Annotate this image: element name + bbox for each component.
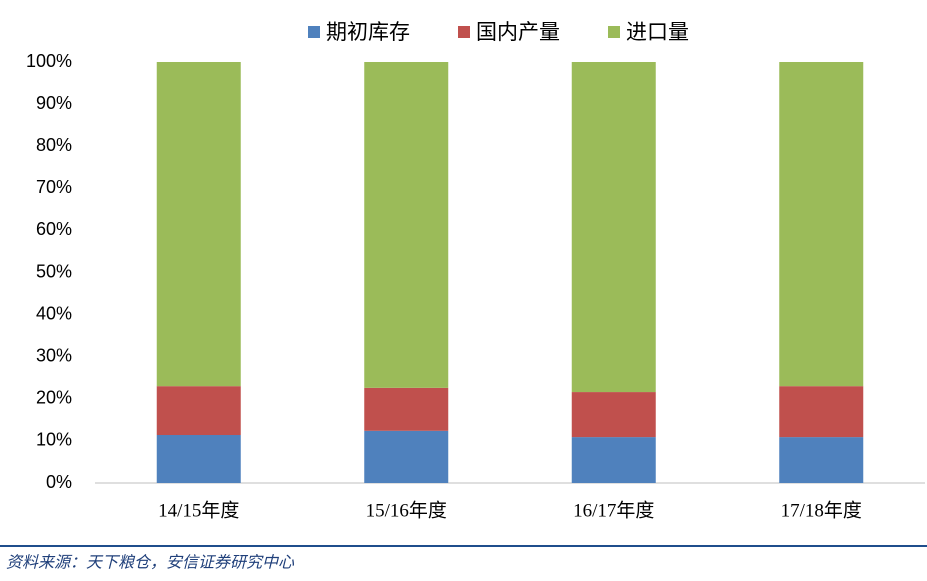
x-tick-label: 16/17年度 <box>573 499 654 521</box>
legend-swatch <box>458 26 470 38</box>
x-tick-label: 15/16年度 <box>366 499 447 521</box>
y-tick-label: 90% <box>36 93 72 113</box>
bar-segment <box>156 386 241 436</box>
bar-segment <box>779 386 864 438</box>
y-tick-label: 20% <box>36 388 72 408</box>
y-tick-label: 40% <box>36 303 72 323</box>
y-tick-label: 70% <box>36 177 72 197</box>
legend-label: 国内产量 <box>476 20 560 44</box>
bar-segment <box>156 435 241 483</box>
legend-label: 期初库存 <box>326 20 410 44</box>
bar-segment <box>571 392 656 438</box>
bar-segment <box>156 62 241 387</box>
bar-segment <box>364 430 449 483</box>
bar-segment <box>571 437 656 483</box>
legend-swatch <box>308 26 320 38</box>
y-tick-label: 80% <box>36 135 72 155</box>
y-tick-label: 60% <box>36 219 72 239</box>
x-tick-label: 14/15年度 <box>158 499 239 521</box>
bar-segment <box>364 387 449 431</box>
bar-segment <box>571 62 656 393</box>
y-tick-label: 10% <box>36 430 72 450</box>
x-tick-label: 17/18年度 <box>781 499 862 521</box>
bar-segment <box>779 62 864 387</box>
bar-segment <box>779 437 864 483</box>
y-tick-label: 30% <box>36 345 72 365</box>
source-note: 资料来源：天下粮仓，安信证券研究中心 <box>6 553 295 572</box>
bar-segment <box>364 62 449 388</box>
legend-swatch <box>608 26 620 38</box>
y-tick-label: 0% <box>46 472 72 492</box>
y-tick-label: 50% <box>36 261 72 281</box>
y-tick-label: 100% <box>26 51 72 71</box>
legend-label: 进口量 <box>626 20 689 44</box>
